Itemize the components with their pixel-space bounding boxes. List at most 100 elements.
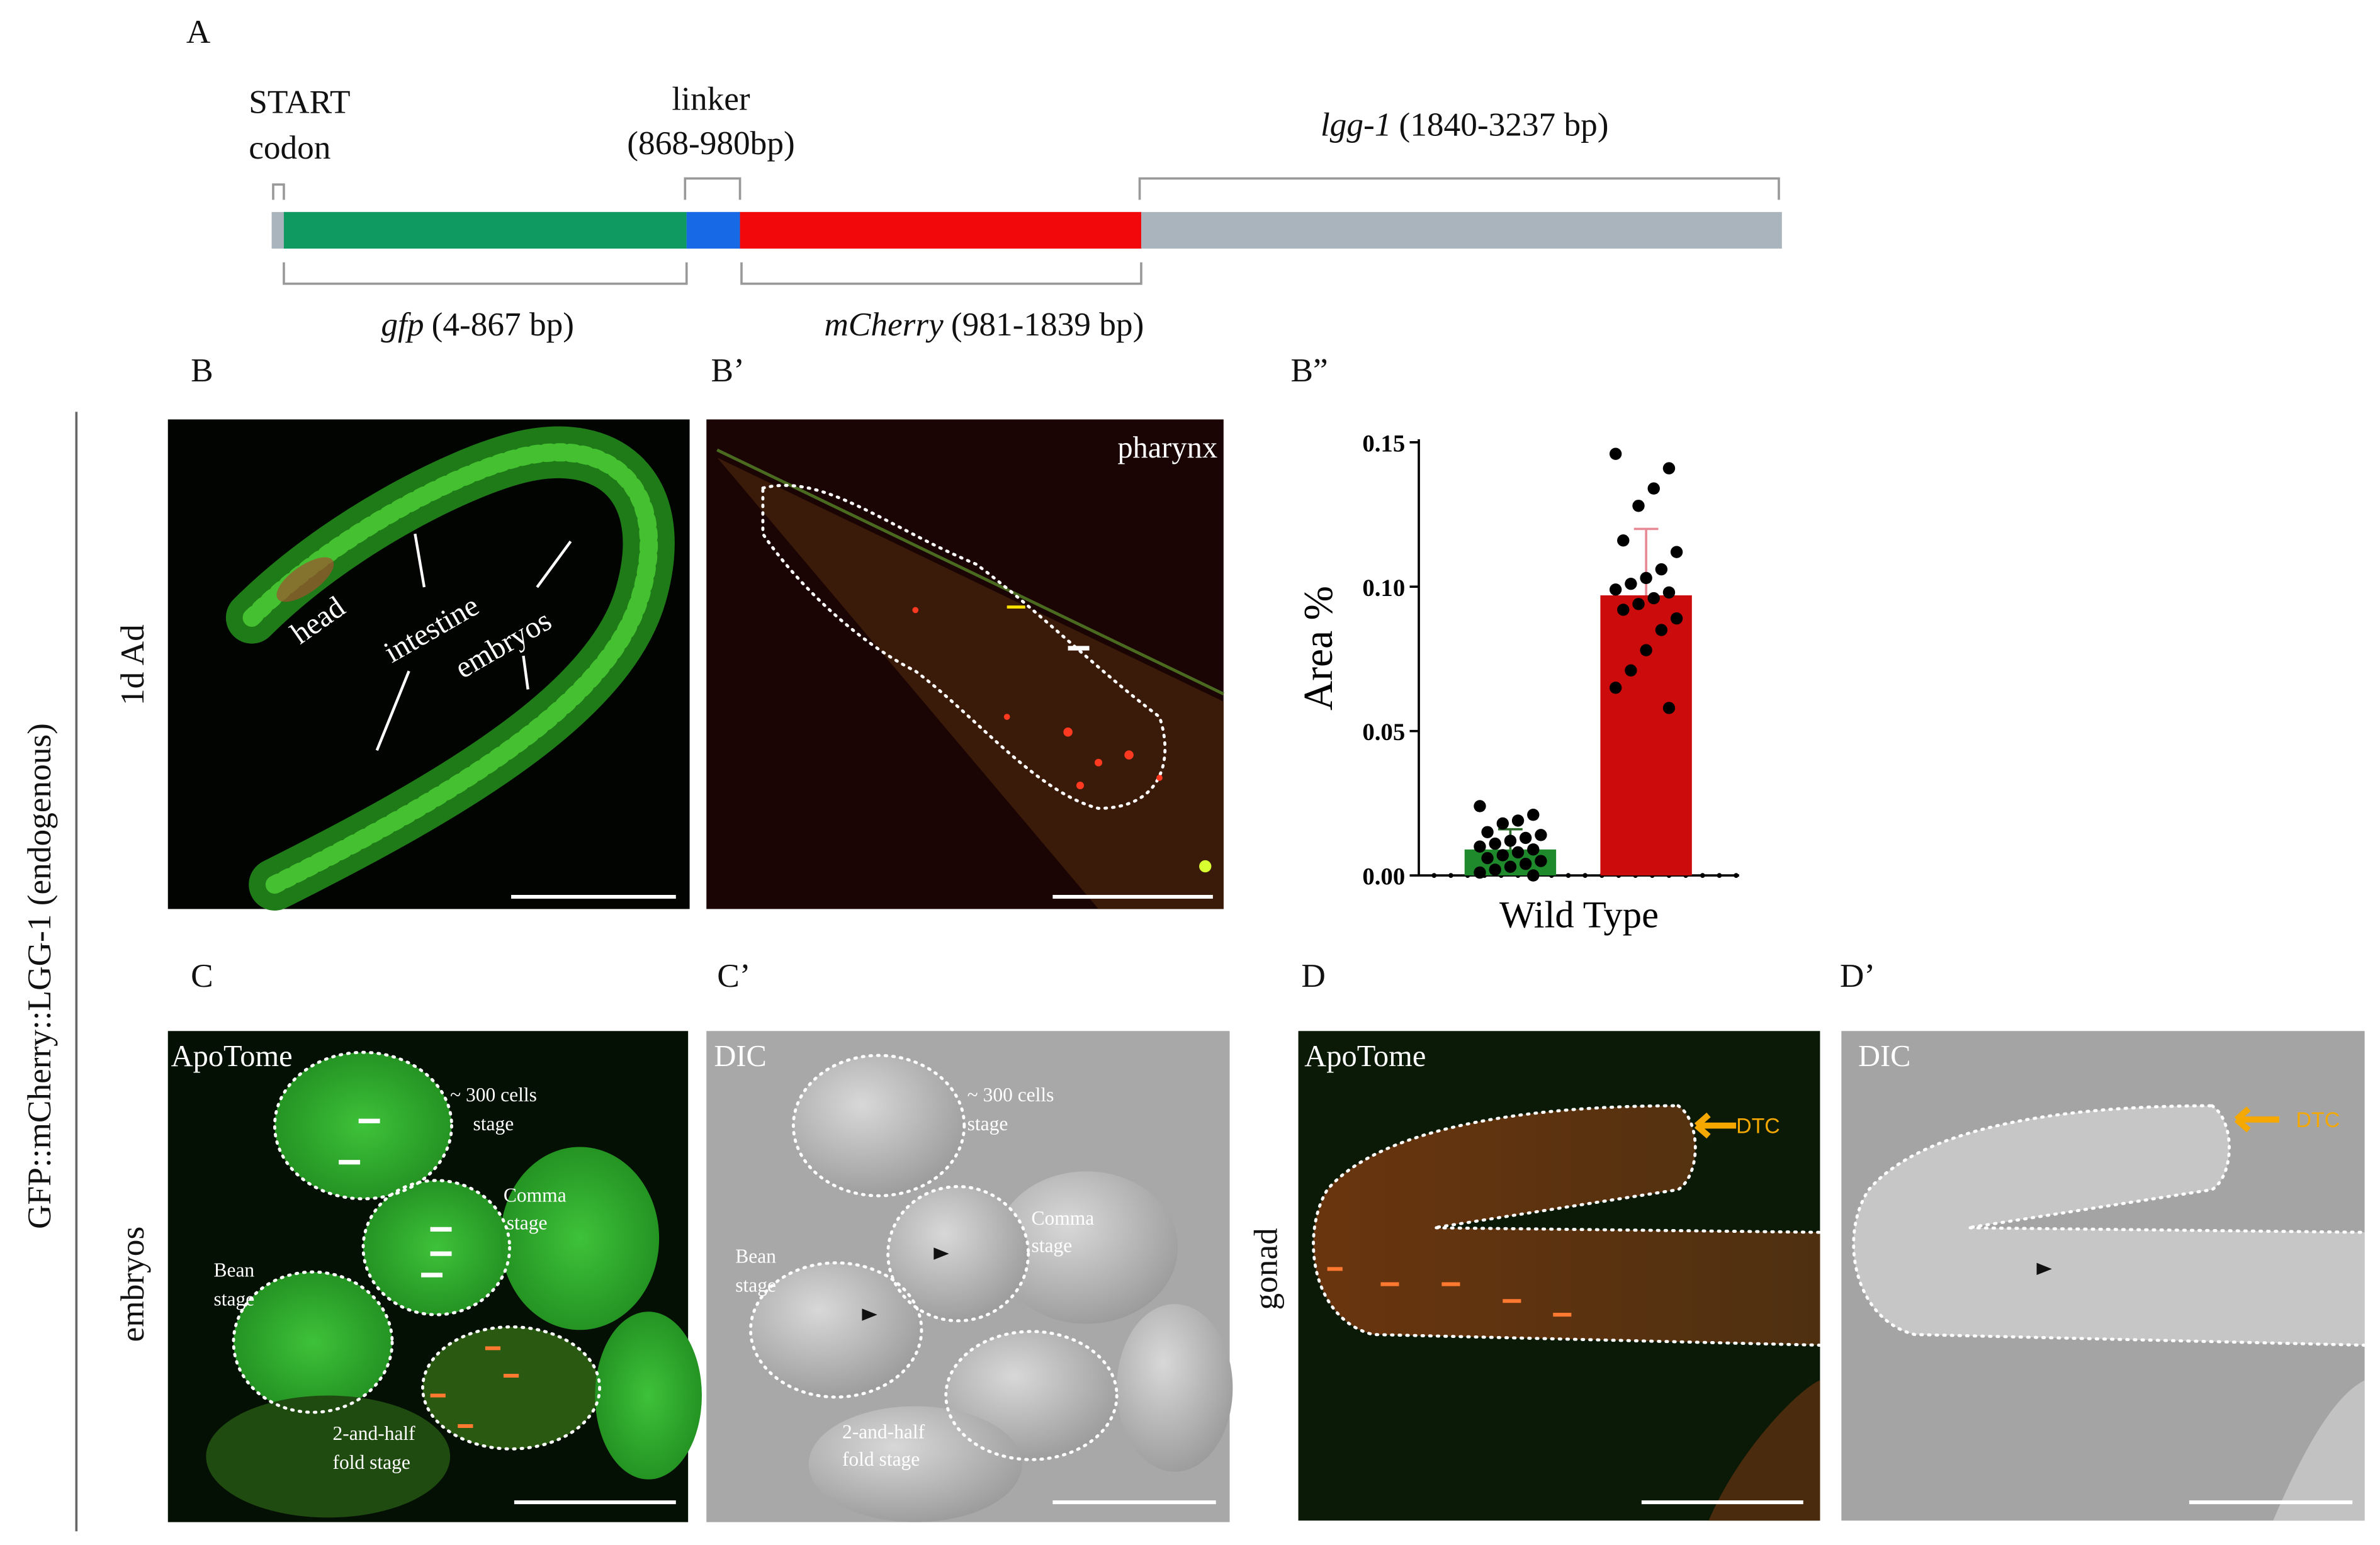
image-label: pharynx [1117,431,1217,464]
segment-mcherry [740,211,1141,249]
data-point [1511,846,1525,859]
panel-label: B’ [711,351,745,389]
arrow [375,670,410,751]
puncta [912,607,919,614]
panel-label: B” [1290,351,1328,389]
arrow [2036,1262,2052,1276]
puncta [1003,714,1010,720]
data-point [1662,702,1676,714]
stage-label: stage [473,1113,514,1135]
stage-label: stage [735,1274,776,1296]
puncta [912,607,1163,790]
data-point [1481,826,1494,838]
arrows [375,533,572,751]
method-label: DIC [714,1040,766,1073]
outline [361,1179,512,1317]
marker-label: DTC [2296,1108,2340,1132]
embryo [422,1327,600,1449]
panel-label: B [191,351,213,389]
data-point [1535,855,1547,867]
arrows [862,1247,949,1321]
segment-gfp [283,211,687,249]
bracket [684,177,742,200]
embryo [1117,1304,1233,1472]
stage-label: Bean [735,1245,776,1267]
data-point [1625,664,1637,677]
data-point [1640,644,1652,656]
data-point [1511,814,1525,827]
embryo [500,1147,660,1330]
start-label: codon [249,128,330,166]
stage-label: stage [1031,1235,1072,1257]
construct-diagram: START codon linker (868-980bp) lgg-1 (184… [249,79,1782,343]
outline [944,1330,1119,1461]
x-axis-dot [1717,873,1722,878]
micrograph-d: ApoTome DTC [1298,1031,1822,1521]
arrow [1694,1112,1737,1139]
micrograph-d-prime: DIC DTC [1841,1031,2367,1521]
bar [1600,595,1692,876]
embryo [808,1406,1022,1522]
micrograph-b-prime: pharynx [706,419,1224,909]
outline [791,1053,966,1198]
y-axis-label: Area % [1296,586,1341,711]
stage-label: stage [967,1113,1008,1135]
panel-label: C’ [717,957,750,994]
arrows [339,1118,452,1278]
row-label: gonad [1247,1228,1285,1310]
embryo [750,1262,922,1397]
data-point [1535,829,1547,841]
data-point [1609,583,1622,596]
outline [232,1270,394,1414]
segment-linker [686,211,740,249]
gene-range: (1840-3237 bp) [1399,106,1609,143]
start-label: START [249,82,350,120]
tissue [1708,1380,1820,1521]
stage-label: Comma [504,1184,567,1206]
lgg1-label: lgg-1 (1840-3237 bp) [1321,106,1609,143]
embryo [233,1272,393,1413]
puncta [1095,758,1103,767]
x-axis-dot [1700,873,1705,878]
gonad [1853,1106,2365,1346]
panel-label: A [186,13,211,50]
y-tick-label: 0.00 [1362,863,1405,890]
x-axis-dot [1565,873,1571,878]
stage-label: Bean [213,1259,254,1281]
bracket [283,262,688,285]
y-tick-label: 0.15 [1362,430,1405,457]
embryo [995,1171,1178,1324]
data-point [1609,447,1622,460]
linker-label: linker [672,79,750,117]
data-point [1662,462,1676,475]
stage-label: fold stage [332,1451,410,1473]
outline [749,1261,923,1399]
y-tick-label: 0.10 [1362,575,1405,602]
data-point [1481,851,1494,865]
x-axis-dot [1448,873,1453,878]
embryo [595,1312,702,1480]
pharynx-spot [276,557,334,602]
x-axis-label: Wild Type [1499,894,1659,936]
data-point [1496,817,1509,830]
gene-range: (981-1839 bp) [951,305,1144,343]
data-point [1527,843,1540,856]
x-axis-dot [1582,873,1588,878]
stage-label: stage [507,1211,548,1233]
arrow [536,541,572,588]
row-label: embryos [113,1227,151,1342]
embryo [793,1055,964,1196]
panel-label: D [1301,957,1326,994]
method-label: ApoTome [171,1040,293,1073]
worm-intestine [242,443,658,894]
data-point [1474,866,1486,879]
row-label: 1d Ad [113,624,151,705]
data-point [1670,612,1683,625]
bracket [1138,177,1780,200]
data-point [1625,577,1637,590]
puncta [1076,782,1085,790]
stage-label: ~ 300 cells [450,1084,537,1106]
method-label: DIC [1858,1040,1910,1073]
bracket [272,183,285,200]
data-point [1640,571,1652,585]
